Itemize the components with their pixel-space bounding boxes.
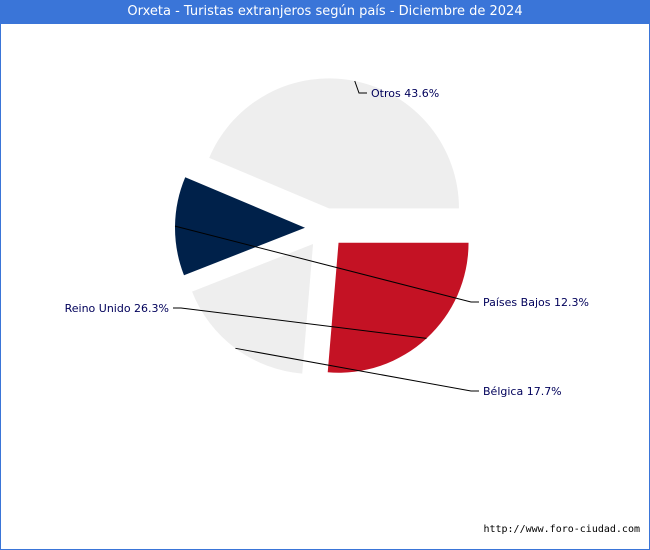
slice-reino-unido-label: Reino Unido 26.3% — [65, 302, 169, 315]
slice-otros — [209, 78, 459, 209]
slice-paises-bajos-label: Países Bajos 12.3% — [483, 296, 589, 309]
slice-reino-unido — [327, 242, 469, 373]
slice-paises-bajos — [175, 177, 306, 276]
source-url[interactable]: http://www.foro-ciudad.com — [483, 524, 640, 535]
slice-belgica-leader-line — [235, 347, 479, 392]
slice-otros-leader-line — [354, 80, 367, 94]
chart-title: Orxeta - Turistas extranjeros según país… — [0, 0, 650, 24]
slice-belgica — [192, 244, 314, 374]
slice-otros-label: Otros 43.6% — [371, 87, 439, 100]
slice-reino-unido-leader-line — [173, 307, 427, 339]
slice-paises-bajos-leader-line — [174, 225, 479, 303]
slice-belgica-label: Bélgica 17.7% — [483, 385, 562, 398]
